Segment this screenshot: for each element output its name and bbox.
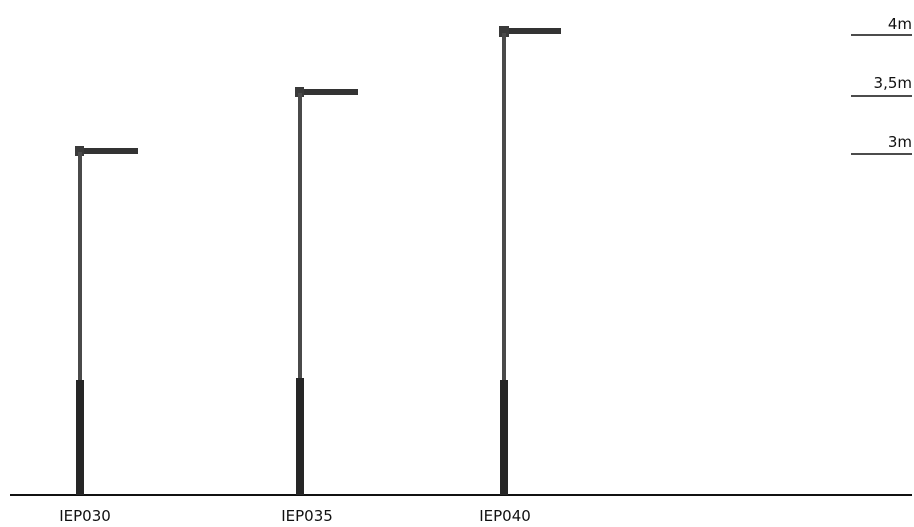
pole-shaft: [78, 152, 82, 381]
luminaire-arm: [500, 28, 561, 34]
height-mark-3m: 3m: [851, 133, 912, 155]
height-mark-label: 3m: [888, 133, 912, 151]
luminaire-arm: [296, 89, 358, 95]
pole-model-label: IEP030: [59, 507, 111, 525]
pole-base: [296, 378, 304, 495]
lamp-post-iep040: IEP040: [479, 26, 561, 525]
pole-model-label: IEP035: [281, 507, 333, 525]
arm-joint: [75, 146, 84, 156]
pole-base: [500, 380, 508, 495]
arm-joint: [499, 26, 509, 37]
luminaire-arm: [76, 148, 138, 154]
arm-joint: [295, 87, 304, 97]
lamp-post-iep035: IEP035: [281, 87, 358, 525]
pole-shaft: [502, 33, 506, 381]
lamp-post-iep030: IEP030: [59, 146, 138, 525]
height-scale: 4m 3,5m 3m: [851, 15, 912, 155]
pole-base: [76, 380, 84, 495]
height-mark-label: 4m: [888, 15, 912, 33]
pole-model-label: IEP040: [479, 507, 531, 525]
height-mark-label: 3,5m: [874, 74, 912, 92]
height-mark-4m: 4m: [851, 15, 912, 36]
height-mark-3-5m: 3,5m: [851, 74, 912, 97]
pole-shaft: [298, 93, 302, 380]
